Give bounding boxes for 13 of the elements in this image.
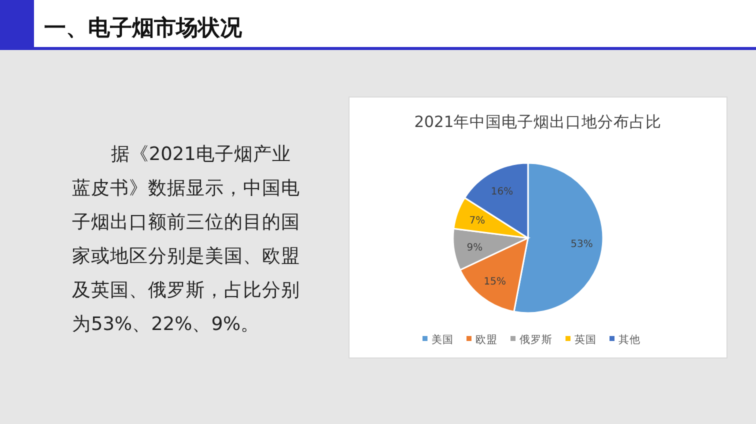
- legend-label: 英国: [574, 333, 596, 346]
- data-label: 53%: [570, 239, 593, 250]
- chart-title: 2021年中国电子烟出口地分布占比: [414, 113, 662, 131]
- text: 据《2021电子烟产业蓝皮书》数据显示，中国电子烟出口额前三位的目的国家或地区分别是美国、欧盟及英国、俄罗斯，占比分别为53%、22%、9%。: [72, 143, 301, 337]
- legend-label: 欧盟: [476, 334, 498, 346]
- data-label: 15%: [484, 276, 506, 288]
- data-label: 9%: [466, 242, 483, 254]
- legend-label: 俄罗斯: [520, 333, 552, 346]
- legend-label: 其他: [618, 333, 640, 346]
- legend-label: 美国: [432, 333, 454, 346]
- text: 一、电子烟市场状况: [44, 15, 243, 41]
- data-label: 16%: [490, 186, 514, 198]
- data-label: 7%: [469, 216, 486, 227]
